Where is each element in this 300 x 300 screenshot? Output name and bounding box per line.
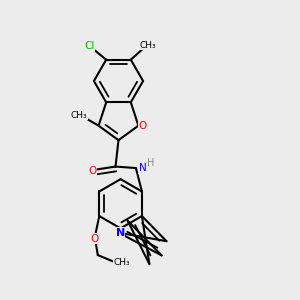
Text: O: O [138,121,146,131]
Text: CH₃: CH₃ [113,258,130,267]
Text: CH₃: CH₃ [71,111,87,120]
Text: H: H [147,158,154,168]
Text: N: N [139,163,147,173]
Text: CH₃: CH₃ [140,41,156,50]
Text: N: N [116,228,125,238]
Text: O: O [88,166,97,176]
Text: Cl: Cl [85,41,95,51]
Text: O: O [91,234,99,244]
